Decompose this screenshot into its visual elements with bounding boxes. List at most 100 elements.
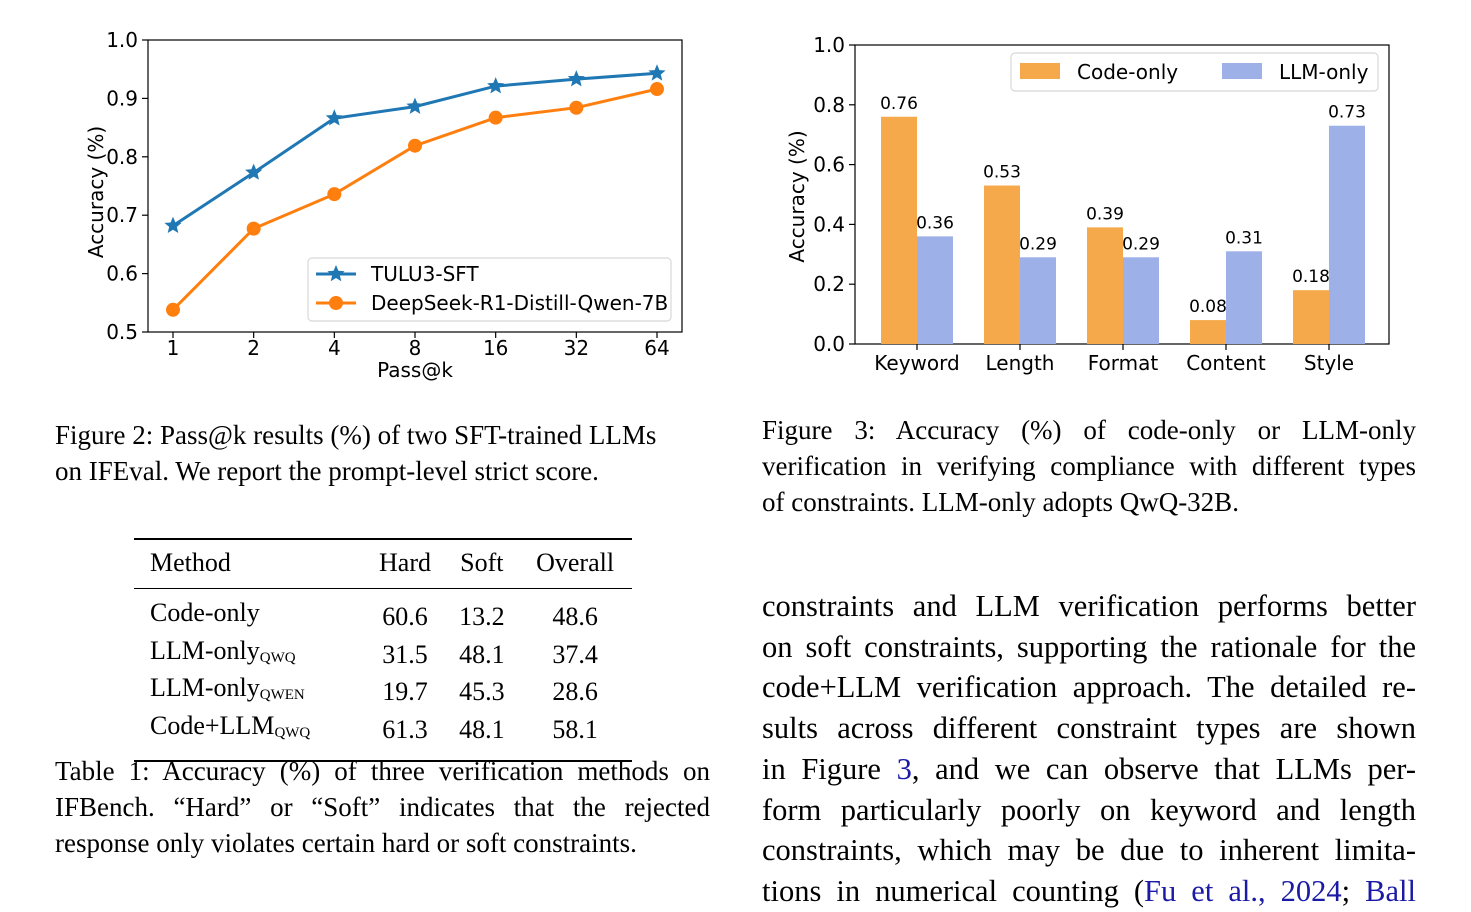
bar [1329,125,1365,344]
x-tick-label: 8 [409,336,422,360]
y-tick-label: 1.0 [813,33,845,57]
x-tick-label: Length [986,351,1055,375]
legend-swatch [1222,63,1262,79]
bar-value-label: 0.08 [1189,297,1227,317]
table-1-caption: Table 1: Accuracy (%) of three verificat… [55,753,710,861]
citation-link[interactable]: Ball [1365,873,1416,908]
caption-line: Figure 3: Accuracy (%) of code-only or L… [762,415,1416,445]
body-line: code+LLM verification approach. The deta… [762,670,1416,705]
x-tick-label: 32 [564,336,589,360]
body-line: form particularly poorly on keyword and … [762,792,1416,827]
data-point [648,64,666,81]
y-tick-label: 0.6 [813,153,845,177]
table-1: Method Hard Soft Overall Code-only 60.6 … [134,538,632,762]
x-tick-label: 4 [328,336,341,360]
legend-box [1010,52,1379,92]
citation-link[interactable]: Fu et al., 2024 [1144,873,1342,908]
x-tick-label: Format [1088,351,1159,375]
bar-value-label: 0.36 [916,213,954,233]
legend-box [307,257,672,322]
x-axis-label: Pass@k [377,358,453,382]
bar [881,116,917,344]
y-tick-label: 0.6 [106,262,138,286]
data-point [488,110,503,125]
bar [1123,257,1159,344]
caption-line: on IFEval. We report the prompt-level st… [55,456,599,486]
method-cell: Code-only [150,598,260,627]
bar-value-label: 0.53 [983,163,1021,183]
data-point [245,163,263,180]
caption-line: Table 1: Accuracy (%) of three verificat… [55,756,710,786]
y-axis-label: Accuracy (%) [785,130,809,262]
legend-label: TULU3-SFT [370,262,479,286]
data-point [246,221,261,236]
y-tick-label: 1.0 [106,28,138,52]
x-tick-label: 64 [644,336,669,360]
overall-cell: 48.6 [552,602,598,631]
overall-cell: 58.1 [518,710,632,762]
bar [1020,257,1056,344]
data-point [406,97,424,114]
x-tick-label: 2 [247,336,260,360]
figure-2-line-chart: 0.5 0.6 0.7 0.8 0.9 1.0 1 2 4 8 16 32 64 Pass@k Accura… [84,28,683,382]
hard-cell: 31.5 [382,639,428,669]
hard-cell: 61.3 [364,710,446,762]
header-soft: Soft [445,538,519,589]
bar-value-label: 0.29 [1019,234,1057,254]
soft-cell: 13.2 [459,602,505,631]
method-cell: Code+LLMQWQ [134,710,365,762]
bar [917,236,953,344]
x-tick-label: 16 [483,336,508,360]
y-tick-label: 0.2 [813,272,845,296]
caption-line: response only violates certain hard or s… [55,828,637,858]
y-tick-label: 0.8 [106,145,138,169]
legend-label: LLM-only [1279,60,1369,84]
body-line: constraints and LLM verification perform… [762,589,1416,623]
figure-3-caption: Figure 3: Accuracy (%) of code-only or L… [762,412,1416,520]
overall-cell: 37.4 [552,639,598,669]
table-row: Code-only 60.6 13.2 48.6 [134,589,632,636]
data-point [650,82,664,97]
method-cell: LLM-onlyQWEN [150,673,305,703]
bar [1293,290,1329,344]
overall-cell: 28.6 [552,677,598,706]
figure-3-bar-chart: 0.0 0.2 0.4 0.6 0.8 1.0 Keyword Length Format Con… [785,33,1390,375]
method-cell: LLM-onlyQWQ [150,635,296,666]
bar-value-label: 0.29 [1122,234,1160,254]
bar-value-label: 0.76 [880,94,918,114]
x-tick-label: 1 [167,336,180,360]
figure-3-link[interactable]: 3 [896,751,912,786]
data-point [164,216,182,233]
y-axis-label: Accuracy (%) [84,126,108,258]
header-method: Method [134,538,365,589]
data-point [327,187,342,202]
soft-cell: 45.3 [459,677,505,706]
caption-line: Figure 2: Pass@k results (%) of two SFT-… [55,420,657,450]
data-point [166,302,180,317]
body-line: tions in numerical counting (Fu et al., … [762,873,1416,908]
hard-cell: 60.6 [382,602,428,631]
soft-cell: 48.1 [445,710,519,762]
table-row: LLM-onlyQWEN 19.7 45.3 28.6 [134,673,632,711]
bar [1087,227,1123,344]
figure-2-caption: Figure 2: Pass@k results (%) of two SFT-… [55,417,656,489]
x-tick-label: Keyword [874,351,959,375]
bar [984,185,1020,344]
body-line: constraints, which may be due to inheren… [762,833,1416,868]
table-header-row: Method Hard Soft Overall [134,538,632,589]
header-hard: Hard [364,538,446,589]
legend-marker [329,296,343,310]
legend-label: Code-only [1077,60,1178,84]
legend-marker [327,265,345,282]
y-tick-label: 0.4 [813,212,845,236]
hard-cell: 19.7 [382,677,428,706]
legend-label: DeepSeek-R1-Distill-Qwen-7B [371,291,668,315]
data-point [487,77,505,94]
header-overall: Overall [518,538,632,589]
caption-line: verification in verifying compliance wit… [762,451,1416,481]
data-point [408,138,422,153]
bar-value-label: 0.18 [1292,267,1330,287]
x-tick-label: Style [1304,351,1354,375]
caption-line: IFBench. “Hard” or “Soft” indicates that… [55,792,710,822]
table-row: Code+LLMQWQ 61.3 48.1 58.1 [134,710,632,762]
